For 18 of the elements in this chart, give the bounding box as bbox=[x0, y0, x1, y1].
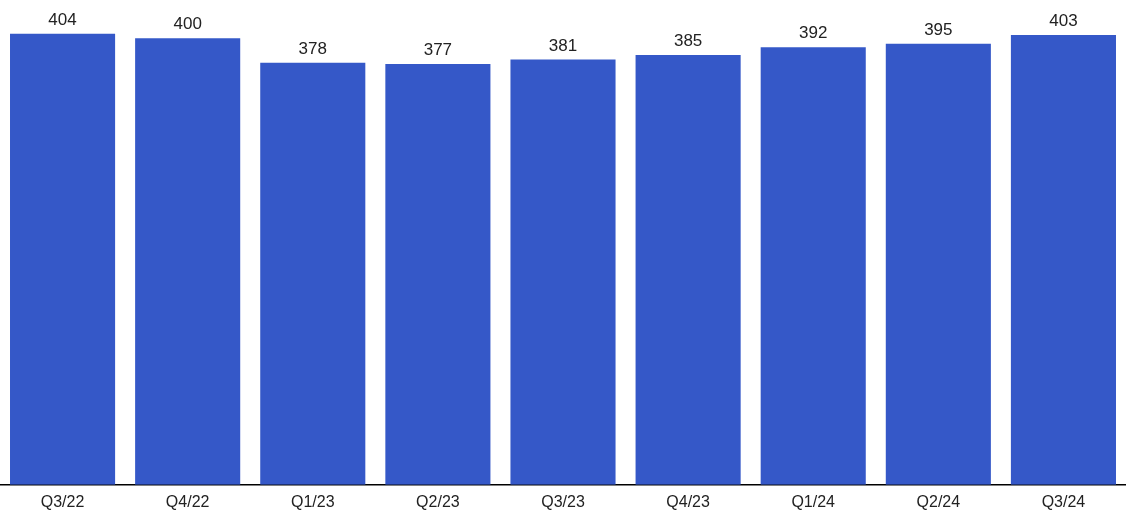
data-label: 400 bbox=[173, 14, 202, 34]
data-label: 377 bbox=[423, 40, 453, 60]
data-label: 395 bbox=[924, 20, 953, 40]
x-tick-label: Q1/23 bbox=[290, 492, 335, 510]
data-label: 378 bbox=[298, 39, 327, 59]
data-label: 385 bbox=[673, 31, 703, 51]
data-label: 403 bbox=[1049, 11, 1078, 31]
x-tick-label: Q4/22 bbox=[165, 492, 210, 510]
x-tick-label: Q1/24 bbox=[791, 492, 836, 510]
x-tick-label: Q3/23 bbox=[541, 492, 585, 510]
x-tick-label: Q3/22 bbox=[40, 492, 85, 510]
data-label: 392 bbox=[799, 23, 828, 43]
data-label: 381 bbox=[548, 35, 578, 55]
x-tick-label: Q3/24 bbox=[1041, 492, 1086, 510]
data-label: 404 bbox=[48, 10, 77, 30]
x-tick-label: Q2/24 bbox=[916, 492, 961, 510]
x-tick-label: Q4/23 bbox=[666, 492, 710, 510]
x-tick-label: Q2/23 bbox=[416, 492, 460, 510]
